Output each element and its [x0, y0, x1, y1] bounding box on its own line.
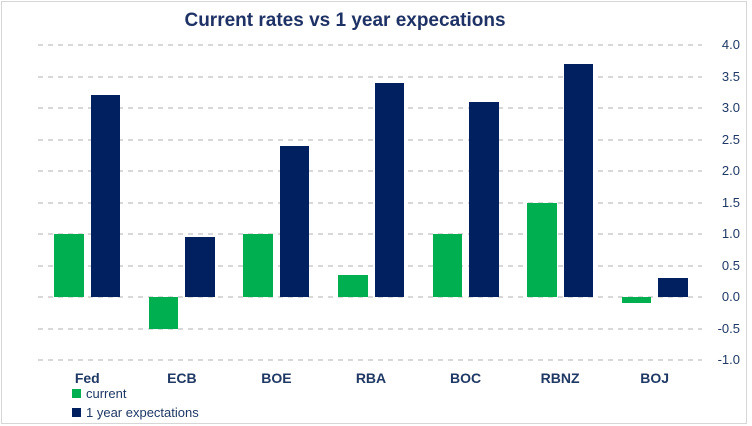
gridline-1.5 — [38, 201, 702, 204]
bar-1-year-expectations-boc — [469, 101, 499, 297]
y-axis-label-1.0: 1.0 — [721, 226, 740, 241]
x-axis-label-rba: RBA — [355, 370, 387, 386]
y-axis-label-3.5: 3.5 — [721, 68, 740, 84]
bar-1-year-expectations-boj — [658, 278, 688, 297]
legend-label-current: current — [86, 386, 127, 401]
y-axis-label--0.5: -0.5 — [717, 320, 740, 336]
y-axis-label-0.5: 0.5 — [721, 257, 740, 273]
legend-swatch-expectations — [72, 408, 81, 417]
x-axis-label-fed: Fed — [74, 370, 100, 386]
gridline-4.0 — [38, 44, 702, 46]
chart-title: Current rates vs 1 year expecations — [184, 10, 506, 31]
y-axis-label--1.0: -1.0 — [717, 352, 740, 367]
gridline-1.0 — [38, 233, 702, 235]
bar-current-boe — [243, 234, 273, 297]
gridline-2.0 — [38, 170, 702, 172]
x-axis-label-rbnz: RBNZ — [540, 370, 580, 386]
x-axis-label-boc: BOC — [450, 370, 482, 386]
bar-current-rba — [338, 274, 368, 297]
gridline--0.5 — [38, 327, 702, 330]
bar-1-year-expectations-rbnz — [563, 63, 594, 297]
legend-item-expectations: 1 year expectations — [72, 405, 199, 420]
bar-current-fed — [54, 234, 84, 297]
y-axis-label-2.5: 2.5 — [721, 131, 740, 147]
bar-1-year-expectations-ecb — [185, 237, 215, 297]
y-axis-label-3.0: 3.0 — [721, 100, 740, 115]
gridline--1.0 — [38, 359, 702, 361]
x-axis-label-boj: BOJ — [640, 370, 670, 386]
y-axis-label-2.0: 2.0 — [721, 163, 740, 178]
x-axis-label-ecb: ECB — [167, 370, 197, 386]
gridline-0.0 — [38, 296, 702, 298]
bar-current-rbnz — [527, 202, 557, 297]
bar-1-year-expectations-rba — [374, 82, 404, 297]
bar-current-boj — [621, 297, 652, 304]
gridline-3.5 — [38, 75, 702, 78]
y-axis-label-0.0: 0.0 — [721, 289, 740, 304]
bar-current-ecb — [148, 297, 179, 329]
legend-swatch-current — [72, 389, 81, 398]
gridline-3.0 — [38, 107, 702, 109]
bar-1-year-expectations-fed — [90, 95, 121, 297]
legend-label-expectations: 1 year expectations — [86, 405, 199, 420]
bar-current-boc — [432, 234, 463, 297]
bar-1-year-expectations-boe — [279, 145, 310, 297]
y-axis-label-4.0: 4.0 — [721, 37, 740, 52]
gridline-0.5 — [38, 264, 702, 267]
legend-item-current: current — [72, 386, 126, 401]
y-axis-label-1.5: 1.5 — [721, 194, 740, 210]
gridline-2.5 — [38, 138, 702, 141]
x-axis-label-boe: BOE — [261, 370, 292, 386]
